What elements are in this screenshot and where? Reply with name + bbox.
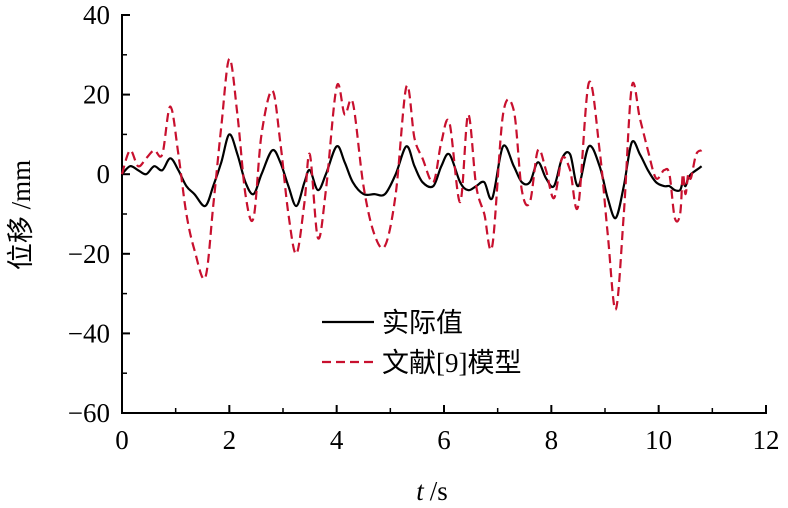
legend-label-actual: 实际值 — [382, 308, 463, 338]
series-line-actual — [121, 133, 703, 220]
x-tick-label: 10 — [645, 425, 672, 455]
x-tick-label: 2 — [223, 425, 237, 455]
x-tick-label: 8 — [545, 425, 559, 455]
y-tick-label: 0 — [97, 159, 111, 189]
y-tick-label: −20 — [68, 239, 110, 269]
y-tick-label: 20 — [83, 80, 110, 110]
x-ticks: 0 2 4 6 8 10 12 — [115, 405, 780, 455]
y-axis-title: 位移 /mm — [6, 160, 36, 270]
y-tick-label: 40 — [83, 0, 110, 30]
x-tick-label: 6 — [437, 425, 451, 455]
series-line-model — [120, 57, 703, 311]
y-tick-label: −40 — [68, 318, 110, 348]
series-layer — [120, 57, 703, 311]
x-axis-title-var: t — [416, 476, 425, 506]
y-ticks: −60 −40 −20 0 20 40 — [68, 0, 130, 428]
x-tick-label: 4 — [330, 425, 344, 455]
x-axis-title: t/s — [416, 476, 448, 506]
x-tick-label: 0 — [115, 425, 129, 455]
legend-label-model: 文献[9]模型 — [382, 348, 521, 378]
x-axis-title-unit: /s — [430, 476, 448, 506]
y-tick-label: −60 — [68, 398, 110, 428]
x-tick-label: 12 — [753, 425, 780, 455]
legend: 实际值 文献[9]模型 — [322, 308, 521, 378]
